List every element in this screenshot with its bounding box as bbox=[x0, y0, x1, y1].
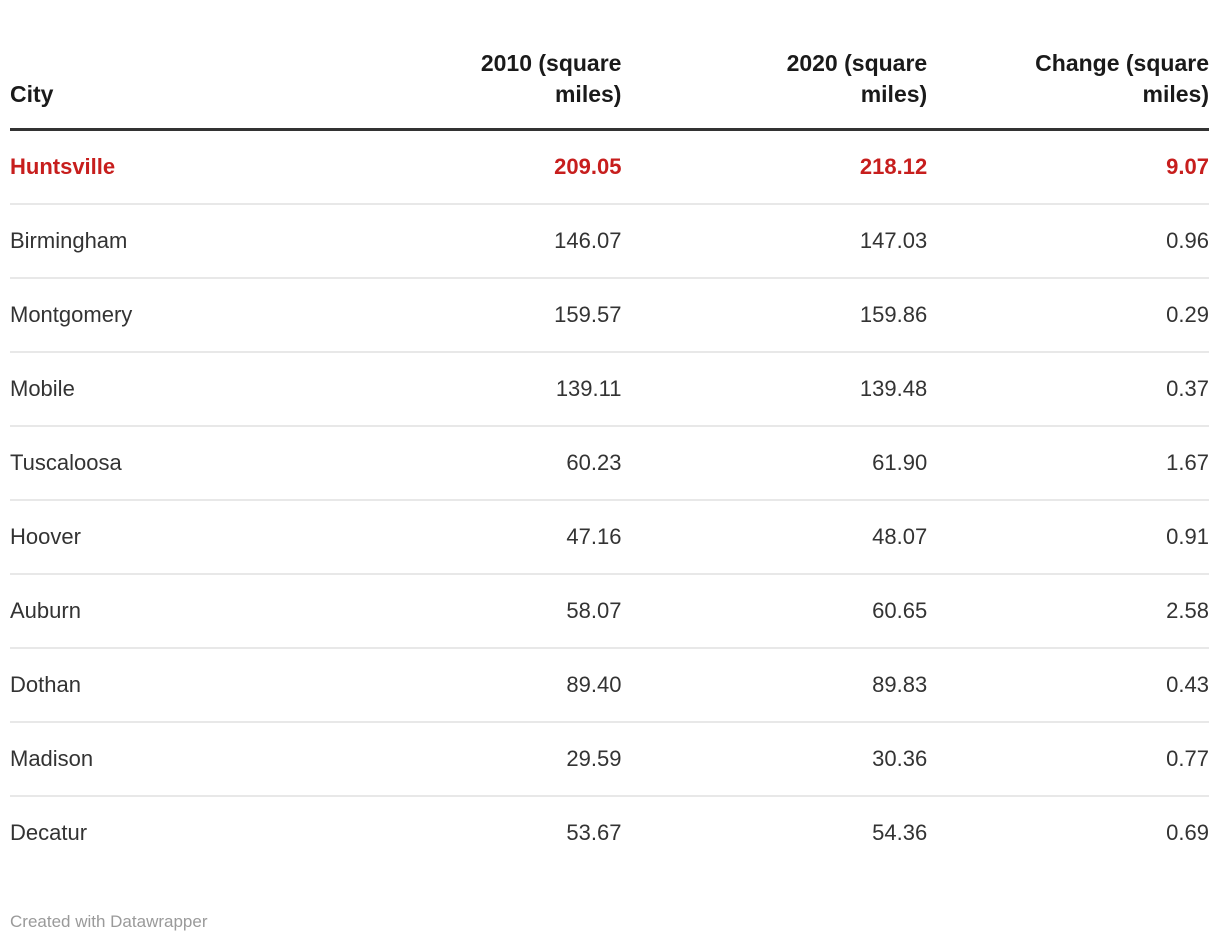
table-body: Huntsville 209.05 218.12 9.07 Birmingham 146.… bbox=[10, 129, 1209, 870]
table-row: Mobile 139.11 139.48 0.37 bbox=[10, 352, 1209, 427]
table-row: Huntsville 209.05 218.12 9.07 bbox=[10, 129, 1209, 205]
table-row: Auburn 58.07 60.65 2.58 bbox=[10, 574, 1209, 649]
city-area-table: City 2010 (square miles) 2020 (square mi… bbox=[10, 48, 1209, 869]
value-cell-change: 0.29 bbox=[927, 278, 1209, 353]
table-row: Hoover 47.16 48.07 0.91 bbox=[10, 500, 1209, 575]
value-cell-change: 0.96 bbox=[927, 204, 1209, 279]
table-header: City 2010 (square miles) 2020 (square mi… bbox=[10, 48, 1209, 131]
value-cell-y2010: 29.59 bbox=[314, 722, 622, 797]
value-cell-change: 0.37 bbox=[927, 352, 1209, 427]
value-cell-y2010: 60.23 bbox=[314, 426, 622, 501]
value-cell-change: 9.07 bbox=[927, 129, 1209, 205]
value-cell-y2020: 218.12 bbox=[621, 129, 928, 205]
table-row: Decatur 53.67 54.36 0.69 bbox=[10, 796, 1209, 869]
table-row: Dothan 89.40 89.83 0.43 bbox=[10, 648, 1209, 723]
value-cell-y2010: 58.07 bbox=[314, 574, 622, 649]
datawrapper-attribution: Created with Datawrapper bbox=[10, 912, 208, 931]
city-cell: Birmingham bbox=[10, 204, 315, 279]
value-cell-y2010: 47.16 bbox=[314, 500, 622, 575]
value-cell-change: 0.91 bbox=[927, 500, 1209, 575]
table-row: Montgomery 159.57 159.86 0.29 bbox=[10, 278, 1209, 353]
value-cell-change: 0.69 bbox=[1166, 820, 1209, 845]
value-cell-change: 2.58 bbox=[927, 574, 1209, 649]
city-cell: Montgomery bbox=[10, 278, 315, 353]
value-cell-y2010: 89.40 bbox=[314, 648, 622, 723]
value-cell-y2010: 209.05 bbox=[314, 129, 622, 205]
value-cell-change: 1.67 bbox=[927, 426, 1209, 501]
column-header-2020-square-miles: 2020 (square miles) bbox=[621, 48, 928, 131]
city-cell: Auburn bbox=[10, 574, 315, 649]
value-cell-y2020: 54.36 bbox=[872, 820, 928, 845]
city-cell: Decatur bbox=[10, 820, 88, 845]
value-cell-y2020: 147.03 bbox=[621, 204, 928, 279]
city-cell: Hoover bbox=[10, 500, 315, 575]
value-cell-y2020: 48.07 bbox=[621, 500, 928, 575]
header-row: City 2010 (square miles) 2020 (square mi… bbox=[10, 48, 1209, 131]
table-row: Birmingham 146.07 147.03 0.96 bbox=[10, 204, 1209, 279]
column-header-2010-square-miles: 2010 (square miles) bbox=[314, 48, 622, 131]
city-cell: Tuscaloosa bbox=[10, 426, 315, 501]
value-cell-y2020: 61.90 bbox=[621, 426, 928, 501]
value-cell-y2020: 30.36 bbox=[621, 722, 928, 797]
value-cell-y2010: 146.07 bbox=[314, 204, 622, 279]
table-row: Madison 29.59 30.36 0.77 bbox=[10, 722, 1209, 797]
value-cell-y2020: 159.86 bbox=[621, 278, 928, 353]
city-cell: Huntsville bbox=[10, 129, 315, 205]
value-cell-change: 0.77 bbox=[927, 722, 1209, 797]
value-cell-y2020: 89.83 bbox=[621, 648, 928, 723]
table-row: Tuscaloosa 60.23 61.90 1.67 bbox=[10, 426, 1209, 501]
value-cell-y2010: 53.67 bbox=[566, 820, 622, 845]
value-cell-y2010: 159.57 bbox=[314, 278, 622, 353]
column-header-change-square-miles: Change (square miles) bbox=[927, 48, 1209, 131]
column-header-city: City bbox=[10, 48, 315, 131]
value-cell-y2020: 139.48 bbox=[621, 352, 928, 427]
city-cell: Dothan bbox=[10, 648, 315, 723]
city-cell: Madison bbox=[10, 722, 315, 797]
value-cell-y2020: 60.65 bbox=[621, 574, 928, 649]
value-cell-y2010: 139.11 bbox=[314, 352, 622, 427]
value-cell-change: 0.43 bbox=[927, 648, 1209, 723]
city-cell: Mobile bbox=[10, 352, 315, 427]
